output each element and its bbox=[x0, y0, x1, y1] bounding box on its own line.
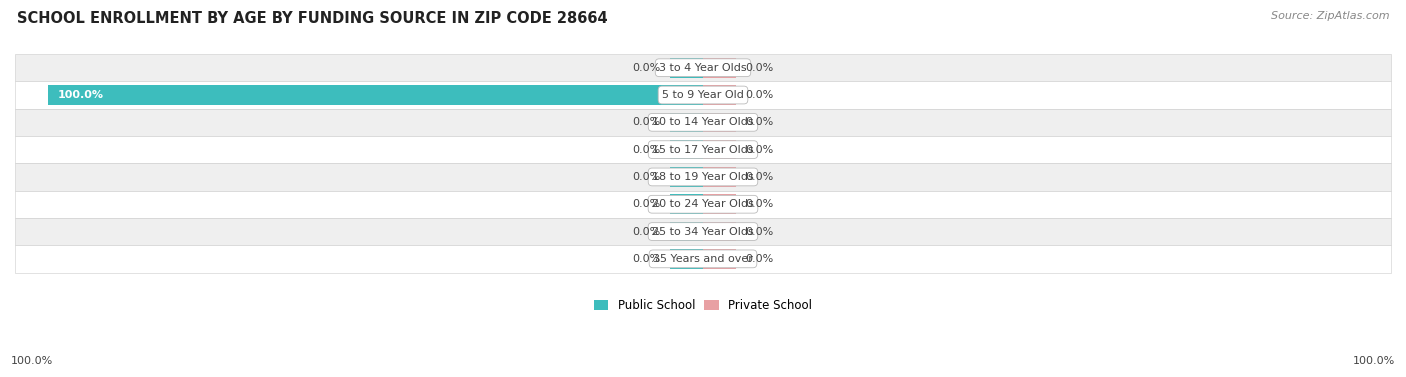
Bar bbox=[671, 112, 703, 132]
Bar bbox=[671, 58, 703, 78]
Text: 0.0%: 0.0% bbox=[633, 172, 661, 182]
Text: SCHOOL ENROLLMENT BY AGE BY FUNDING SOURCE IN ZIP CODE 28664: SCHOOL ENROLLMENT BY AGE BY FUNDING SOUR… bbox=[17, 11, 607, 26]
Text: 0.0%: 0.0% bbox=[633, 254, 661, 264]
Text: 0.0%: 0.0% bbox=[745, 90, 773, 100]
Text: 100.0%: 100.0% bbox=[11, 356, 53, 366]
Bar bbox=[15, 136, 1391, 163]
Text: 0.0%: 0.0% bbox=[745, 117, 773, 127]
Text: 18 to 19 Year Olds: 18 to 19 Year Olds bbox=[652, 172, 754, 182]
Bar bbox=[703, 222, 735, 241]
Text: 0.0%: 0.0% bbox=[745, 199, 773, 209]
Bar bbox=[703, 195, 735, 214]
Bar bbox=[15, 163, 1391, 191]
Bar bbox=[671, 195, 703, 214]
Bar bbox=[703, 249, 735, 269]
Text: 0.0%: 0.0% bbox=[745, 63, 773, 73]
Text: 0.0%: 0.0% bbox=[633, 63, 661, 73]
Text: 0.0%: 0.0% bbox=[633, 227, 661, 236]
Bar bbox=[703, 58, 735, 78]
Text: 0.0%: 0.0% bbox=[633, 145, 661, 155]
Bar bbox=[15, 81, 1391, 109]
Bar bbox=[15, 191, 1391, 218]
Text: 0.0%: 0.0% bbox=[745, 145, 773, 155]
Bar bbox=[671, 167, 703, 187]
Bar bbox=[703, 85, 735, 105]
Text: 20 to 24 Year Olds: 20 to 24 Year Olds bbox=[652, 199, 754, 209]
Text: 100.0%: 100.0% bbox=[58, 90, 104, 100]
Text: 5 to 9 Year Old: 5 to 9 Year Old bbox=[662, 90, 744, 100]
Text: 100.0%: 100.0% bbox=[1353, 356, 1395, 366]
Bar bbox=[671, 140, 703, 159]
Bar bbox=[15, 54, 1391, 81]
Bar bbox=[15, 245, 1391, 273]
Text: 0.0%: 0.0% bbox=[745, 227, 773, 236]
Text: 3 to 4 Year Olds: 3 to 4 Year Olds bbox=[659, 63, 747, 73]
Text: 0.0%: 0.0% bbox=[745, 172, 773, 182]
Bar bbox=[671, 249, 703, 269]
Text: 35 Years and over: 35 Years and over bbox=[652, 254, 754, 264]
Bar bbox=[15, 109, 1391, 136]
Bar bbox=[703, 112, 735, 132]
Text: 0.0%: 0.0% bbox=[633, 199, 661, 209]
Text: Source: ZipAtlas.com: Source: ZipAtlas.com bbox=[1271, 11, 1389, 21]
Legend: Public School, Private School: Public School, Private School bbox=[589, 294, 817, 317]
Bar bbox=[48, 85, 703, 105]
Text: 10 to 14 Year Olds: 10 to 14 Year Olds bbox=[652, 117, 754, 127]
Text: 25 to 34 Year Olds: 25 to 34 Year Olds bbox=[652, 227, 754, 236]
Text: 0.0%: 0.0% bbox=[633, 117, 661, 127]
Bar bbox=[703, 167, 735, 187]
Text: 0.0%: 0.0% bbox=[745, 254, 773, 264]
Bar bbox=[703, 140, 735, 159]
Text: 15 to 17 Year Olds: 15 to 17 Year Olds bbox=[652, 145, 754, 155]
Bar bbox=[671, 222, 703, 241]
Bar bbox=[15, 218, 1391, 245]
